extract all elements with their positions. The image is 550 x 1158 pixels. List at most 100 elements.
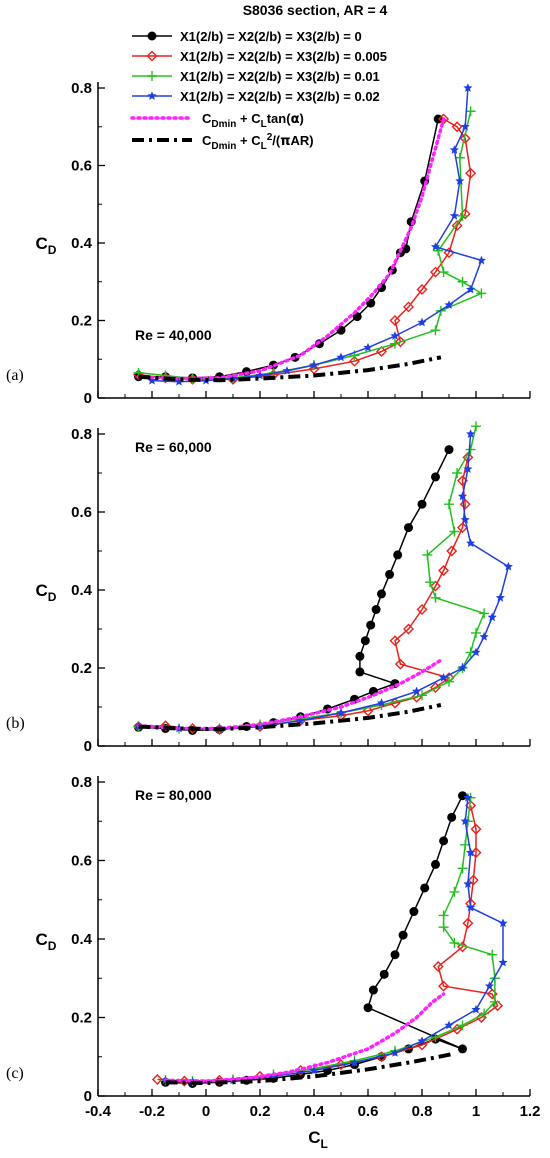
data-point	[457, 1020, 468, 1031]
data-point	[404, 523, 413, 533]
series-line	[165, 795, 464, 1085]
data-point	[416, 604, 428, 615]
legend-item: X1(2/b) = X2(2/b) = X3(2/b) = 0.02	[132, 89, 380, 104]
data-point	[451, 1023, 463, 1035]
legend-marker	[147, 91, 157, 100]
x-tick-label: 0.2	[250, 1103, 271, 1120]
series-line	[138, 118, 439, 379]
data-point	[463, 879, 473, 888]
data-point	[451, 121, 463, 133]
x-tick-label: 0	[202, 1103, 210, 1120]
data-point	[355, 667, 365, 677]
data-point	[422, 549, 433, 560]
data-point	[349, 1057, 360, 1067]
series-3	[160, 792, 500, 1087]
data-point	[466, 284, 476, 294]
legend-label: CDmin + CL2/(πAR)	[202, 132, 314, 152]
legend-label: X1(2/b) = X2(2/b) = X3(2/b) = 0.02	[180, 89, 380, 104]
data-point	[178, 1075, 190, 1087]
data-point	[457, 863, 468, 874]
data-point	[430, 682, 441, 693]
data-point	[457, 941, 468, 953]
data-point	[460, 816, 470, 826]
data-point	[465, 444, 476, 455]
series-5	[136, 658, 443, 731]
y-axis-label: CD	[36, 234, 57, 257]
reynolds-annotation: Re = 40,000	[135, 327, 212, 343]
series-line	[138, 457, 469, 731]
data-point	[470, 823, 482, 835]
data-point	[363, 342, 373, 352]
data-point	[336, 708, 346, 717]
data-point	[403, 301, 414, 313]
data-point	[371, 605, 381, 614]
data-point	[390, 331, 400, 340]
panel-label: (b)	[6, 715, 25, 732]
y-tick-label: 0.6	[71, 853, 92, 870]
data-point	[451, 220, 463, 232]
data-point	[460, 515, 470, 524]
data-point	[377, 589, 386, 599]
data-point	[160, 720, 171, 732]
data-point	[151, 1074, 163, 1086]
data-point	[458, 791, 467, 801]
data-point	[295, 715, 306, 725]
data-point	[438, 922, 449, 933]
data-point	[308, 363, 320, 375]
data-point	[503, 561, 513, 571]
data-point	[452, 468, 463, 478]
y-axis-label: CD	[36, 930, 57, 953]
data-point	[476, 255, 486, 265]
data-point	[498, 918, 508, 928]
x-tick-label: 0.4	[304, 1103, 326, 1120]
data-point	[430, 325, 441, 336]
data-point	[489, 996, 500, 1007]
data-point	[495, 593, 505, 602]
data-point	[309, 1065, 319, 1075]
data-point	[466, 538, 476, 548]
x-tick-label: 0.8	[412, 1103, 433, 1120]
data-point	[471, 421, 481, 432]
data-point	[439, 672, 449, 682]
series-line	[165, 797, 504, 1083]
data-point	[457, 276, 468, 287]
data-point	[390, 338, 400, 349]
data-point	[463, 464, 473, 473]
data-point	[366, 620, 376, 630]
legend-label: X1(2/b) = X2(2/b) = X3(2/b) = 0	[180, 29, 362, 44]
series-1	[134, 445, 454, 735]
data-point	[457, 522, 468, 534]
data-point	[465, 106, 476, 117]
data-point	[438, 980, 450, 992]
data-point	[438, 267, 449, 278]
data-point	[432, 960, 444, 972]
y-tick-label: 0.2	[71, 660, 92, 677]
y-tick-label: 0.8	[71, 80, 92, 97]
data-point	[449, 211, 459, 220]
data-point	[444, 300, 454, 309]
data-point	[417, 690, 427, 701]
series-line	[151, 87, 483, 383]
series-5	[136, 117, 446, 381]
data-point	[471, 647, 481, 657]
data-point	[446, 545, 458, 557]
data-point	[444, 1020, 454, 1030]
data-point	[449, 886, 460, 897]
series-line	[136, 117, 446, 381]
x-axis-label: CL	[308, 1128, 328, 1151]
y-tick-label: 0.6	[71, 504, 92, 521]
data-point	[463, 792, 473, 802]
data-point	[449, 145, 459, 154]
data-point	[403, 623, 414, 635]
data-point	[416, 284, 428, 295]
y-tick-label: 0.4	[71, 235, 93, 252]
data-point	[349, 355, 360, 367]
data-point	[466, 429, 476, 438]
data-point	[385, 569, 395, 579]
y-tick-label: 0.8	[71, 426, 92, 443]
data-point	[376, 698, 387, 707]
data-point	[425, 577, 436, 588]
series-4	[147, 83, 486, 386]
legend-marker	[147, 71, 157, 81]
